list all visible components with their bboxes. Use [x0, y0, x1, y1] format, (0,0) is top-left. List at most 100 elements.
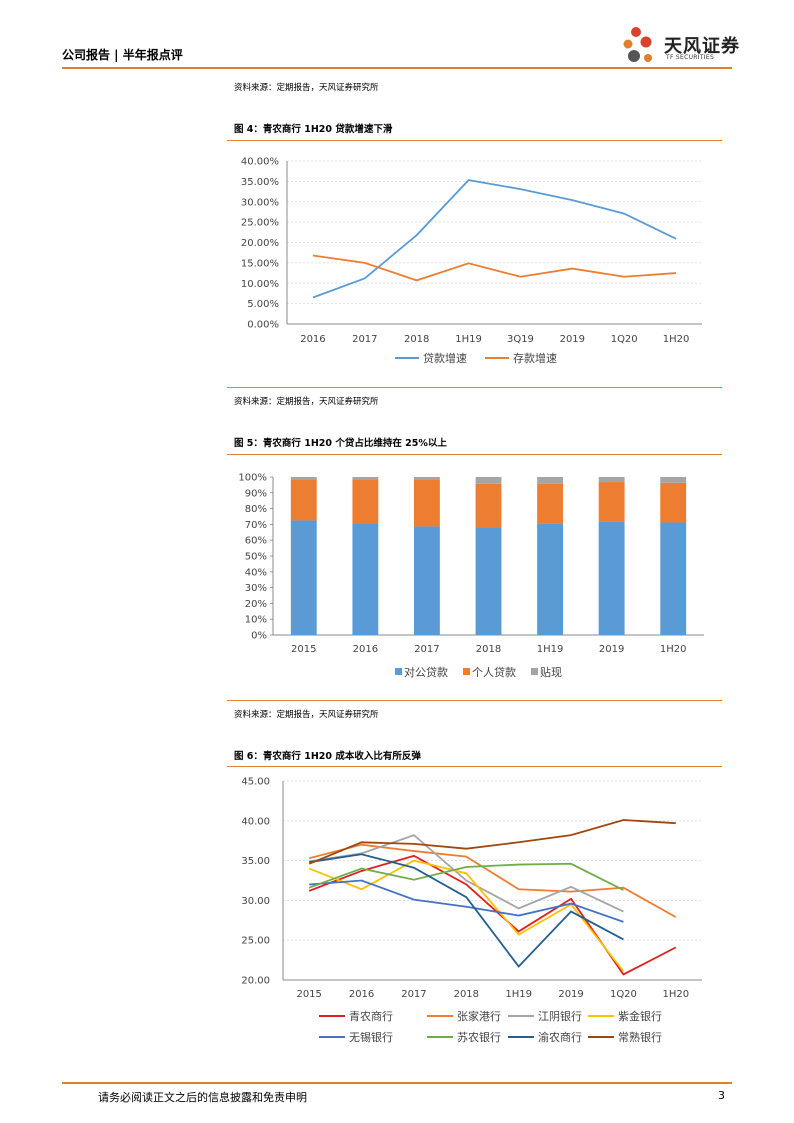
source-note: 资料来源：定期报告，天风证券研究所 [234, 710, 379, 720]
figure-4-caption: 图 4：青农商行 1H20 贷款增速下滑 [234, 124, 393, 135]
y-tick-label: 25.00 [241, 936, 270, 947]
x-tick-label: 2016 [300, 334, 325, 345]
y-tick-label: 10% [245, 615, 267, 626]
x-tick-label: 1H20 [663, 989, 690, 1000]
y-tick-label: 0% [251, 631, 267, 642]
y-tick-label: 35.00 [241, 856, 270, 867]
x-tick-label: 2018 [404, 334, 429, 345]
figure-5-top-rule [227, 454, 722, 455]
series-line-贷款增速 [312, 179, 677, 299]
bar-segment-贴现 [352, 477, 379, 480]
x-tick-label: 2017 [352, 334, 377, 345]
y-tick-label: 5.00% [247, 299, 279, 310]
bar-segment-贴现 [598, 477, 625, 483]
figure-5-caption: 图 5：青农商行 1H20 个贷占比维持在 25%以上 [234, 438, 447, 449]
x-tick-label: 1H19 [455, 334, 482, 345]
header-divider [62, 67, 732, 69]
x-tick-label: 1H19 [537, 644, 564, 655]
y-tick-label: 100% [238, 473, 267, 484]
y-tick-label: 60% [245, 536, 267, 547]
legend-swatch [463, 668, 470, 675]
source-note: 资料来源：定期报告，天风证券研究所 [234, 397, 379, 407]
bar-segment-对公贷款 [290, 520, 317, 635]
figure-5-bottom-rule [227, 700, 722, 701]
bar-segment-个人贷款 [598, 482, 625, 522]
bar-segment-个人贷款 [475, 483, 502, 528]
bar-segment-对公贷款 [352, 523, 379, 635]
series-line-存款增速 [312, 254, 677, 282]
legend-swatch [395, 668, 402, 675]
x-tick-label: 2019 [558, 989, 583, 1000]
series-line-常熟银行 [308, 819, 676, 865]
x-tick-label: 2015 [296, 989, 321, 1000]
source-note: 资料来源：定期报告，天风证券研究所 [234, 83, 379, 93]
legend-swatch [531, 668, 538, 675]
legend-label: 张家港行 [457, 1009, 501, 1023]
cost-income-ratio-chart: 20.00 25.00 30.00 35.00 40.00 45.00 2015 2016 20… [241, 777, 702, 1044]
x-tick-label: 3Q19 [507, 334, 534, 345]
y-tick-label: 90% [245, 488, 267, 499]
y-tick-label: 80% [245, 504, 267, 515]
page-number: 3 [718, 1089, 725, 1102]
x-tick-label: 2017 [414, 644, 439, 655]
legend-label: 渝农商行 [538, 1030, 582, 1044]
x-tick-label: 1H20 [663, 334, 690, 345]
legend-label: 青农商行 [349, 1009, 393, 1023]
legend-label: 苏农银行 [457, 1030, 501, 1044]
legend-label: 存款增速 [513, 351, 557, 365]
figure-4-bottom-rule [227, 387, 722, 388]
bar-segment-个人贷款 [290, 479, 317, 521]
y-tick-label: 20% [245, 599, 267, 610]
report-type-title: 公司报告 | 半年报点评 [62, 48, 183, 62]
bar-segment-贴现 [660, 477, 687, 483]
x-tick-label: 1Q20 [611, 334, 638, 345]
legend-label: 紫金银行 [618, 1009, 662, 1023]
series-line-无锡银行 [309, 879, 624, 923]
bar-segment-贴现 [290, 477, 317, 480]
y-tick-label: 30% [245, 583, 267, 594]
legend-label: 贴现 [540, 665, 562, 679]
y-tick-label: 30.00 [241, 896, 270, 907]
y-tick-label: 20.00% [241, 238, 279, 249]
bar-segment-个人贷款 [352, 479, 379, 524]
y-tick-label: 50% [245, 552, 267, 563]
x-tick-label: 2018 [476, 644, 501, 655]
x-tick-label: 2016 [349, 989, 374, 1000]
y-tick-label: 40% [245, 567, 267, 578]
bar-segment-对公贷款 [475, 527, 502, 635]
legend-label: 无锡银行 [349, 1030, 393, 1044]
logo-cn-text: 天风证券 [664, 36, 740, 57]
bar-segment-贴现 [413, 477, 440, 480]
series-line-渝农商行 [309, 853, 624, 968]
y-tick-label: 35.00% [241, 177, 279, 188]
figure-6-caption: 图 6：青农商行 1H20 成本收入比有所反弹 [234, 751, 421, 762]
y-tick-label: 45.00 [241, 777, 270, 788]
y-tick-label: 40.00% [241, 157, 279, 168]
x-tick-label: 2017 [401, 989, 426, 1000]
x-tick-label: 2018 [454, 989, 479, 1000]
bar-segment-贴现 [475, 477, 502, 484]
legend-label: 个人贷款 [472, 665, 516, 679]
bar-segment-对公贷款 [660, 522, 687, 635]
legend-label: 贷款增速 [423, 351, 467, 365]
x-tick-label: 1H20 [660, 644, 687, 655]
legend-label: 对公贷款 [404, 665, 448, 679]
bar-segment-对公贷款 [537, 523, 564, 635]
legend-label: 常熟银行 [618, 1030, 662, 1044]
x-tick-label: 2016 [353, 644, 378, 655]
footer-divider [62, 1082, 732, 1084]
loan-structure-chart: 0% 10% 20% 30% 40% 50% 60% 70% 80% 90% 100% 2015 201… [238, 473, 704, 679]
series-line-苏农银行 [308, 862, 624, 891]
bar-segment-对公贷款 [598, 521, 625, 635]
y-tick-label: 70% [245, 520, 267, 531]
figure-4-top-rule [227, 140, 722, 141]
x-tick-label: 2015 [291, 644, 316, 655]
legend-label: 江阴银行 [538, 1009, 582, 1023]
y-tick-label: 10.00% [241, 279, 279, 290]
y-tick-label: 15.00% [241, 258, 279, 269]
disclaimer-text: 请务必阅读正文之后的信息披露和免责申明 [98, 1091, 307, 1104]
bar-segment-对公贷款 [413, 526, 440, 635]
tf-securities-logo-icon [623, 27, 652, 62]
y-tick-label: 0.00% [247, 320, 279, 331]
x-tick-label: 2019 [599, 644, 624, 655]
